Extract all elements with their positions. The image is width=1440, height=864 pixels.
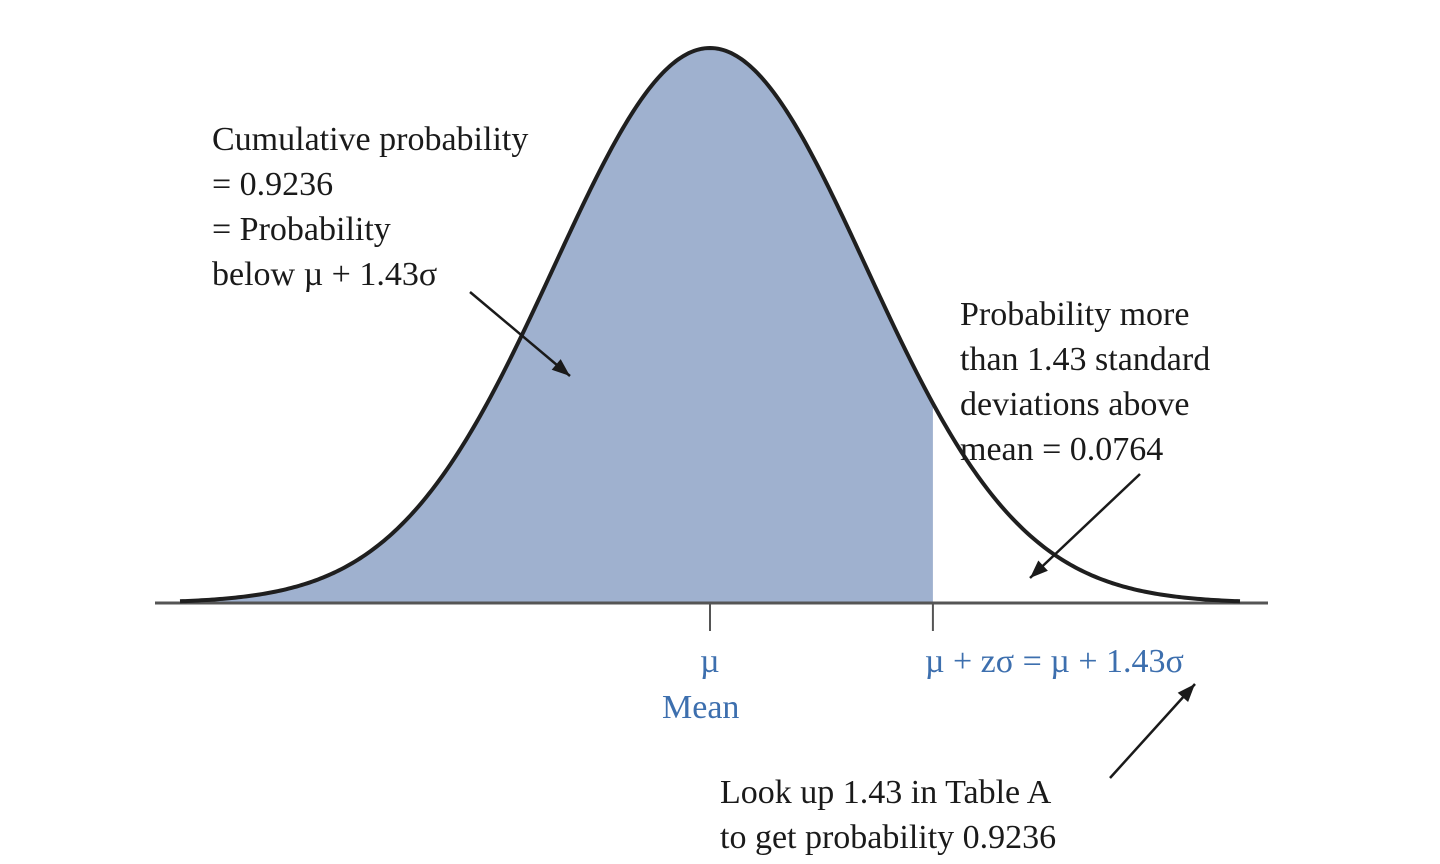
annotation-left: Cumulative probability = 0.9236 = Probab… <box>212 117 528 297</box>
tick-label-mean: Mean <box>662 689 740 726</box>
annotation-right-line: than 1.43 standard <box>960 341 1211 378</box>
annotation-right-line: deviations above <box>960 386 1190 423</box>
arrowhead-bottom <box>1177 684 1195 702</box>
annotation-right: Probability more than 1.43 standard devi… <box>960 292 1210 472</box>
shaded-area-below-z <box>180 48 933 603</box>
arrow-bottom-annotation <box>1109 683 1196 779</box>
annotation-bottom-line: to get probability 0.9236 <box>720 819 1057 856</box>
annotation-left-line: = Probability <box>212 211 391 248</box>
annotation-left-line: below µ + 1.43σ <box>212 256 438 293</box>
tick-label-z: µ + zσ = µ + 1.43σ <box>924 643 1184 680</box>
normal-curve <box>179 45 1241 604</box>
annotation-left-line: Cumulative probability <box>212 121 529 158</box>
tick-label-mu: µ <box>700 643 720 680</box>
annotation-bottom: Look up 1.43 in Table A to get probabili… <box>720 770 1056 860</box>
annotation-right-line: mean = 0.0764 <box>960 431 1164 468</box>
annotation-right-line: Probability more <box>960 296 1190 333</box>
arrowhead-left <box>551 359 570 376</box>
annotation-bottom-line: Look up 1.43 in Table A <box>720 774 1052 811</box>
arrowhead-right <box>1030 560 1048 578</box>
arrow-left-annotation <box>469 291 571 377</box>
arrow-right-annotation <box>1029 473 1141 579</box>
annotation-left-line: = 0.9236 <box>212 166 334 203</box>
